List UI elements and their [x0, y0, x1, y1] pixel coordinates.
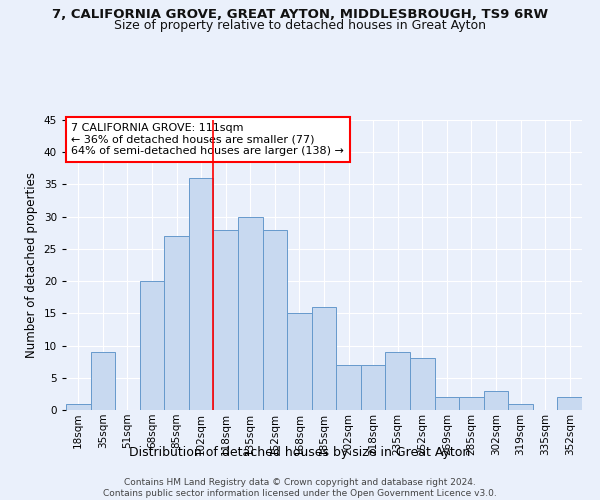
- Text: Size of property relative to detached houses in Great Ayton: Size of property relative to detached ho…: [114, 19, 486, 32]
- Bar: [91, 352, 115, 410]
- Bar: [164, 236, 189, 410]
- Bar: [361, 365, 385, 410]
- Y-axis label: Number of detached properties: Number of detached properties: [25, 172, 38, 358]
- Bar: [336, 365, 361, 410]
- Bar: [140, 281, 164, 410]
- Text: 7 CALIFORNIA GROVE: 111sqm
← 36% of detached houses are smaller (77)
64% of semi: 7 CALIFORNIA GROVE: 111sqm ← 36% of deta…: [71, 123, 344, 156]
- Text: Contains HM Land Registry data © Crown copyright and database right 2024.
Contai: Contains HM Land Registry data © Crown c…: [103, 478, 497, 498]
- Bar: [434, 397, 459, 410]
- Bar: [189, 178, 214, 410]
- Text: 7, CALIFORNIA GROVE, GREAT AYTON, MIDDLESBROUGH, TS9 6RW: 7, CALIFORNIA GROVE, GREAT AYTON, MIDDLE…: [52, 8, 548, 20]
- Bar: [484, 390, 508, 410]
- Bar: [410, 358, 434, 410]
- Bar: [238, 216, 263, 410]
- Bar: [287, 314, 312, 410]
- Bar: [214, 230, 238, 410]
- Text: Distribution of detached houses by size in Great Ayton: Distribution of detached houses by size …: [130, 446, 470, 459]
- Bar: [312, 307, 336, 410]
- Bar: [385, 352, 410, 410]
- Bar: [459, 397, 484, 410]
- Bar: [263, 230, 287, 410]
- Bar: [557, 397, 582, 410]
- Bar: [66, 404, 91, 410]
- Bar: [508, 404, 533, 410]
